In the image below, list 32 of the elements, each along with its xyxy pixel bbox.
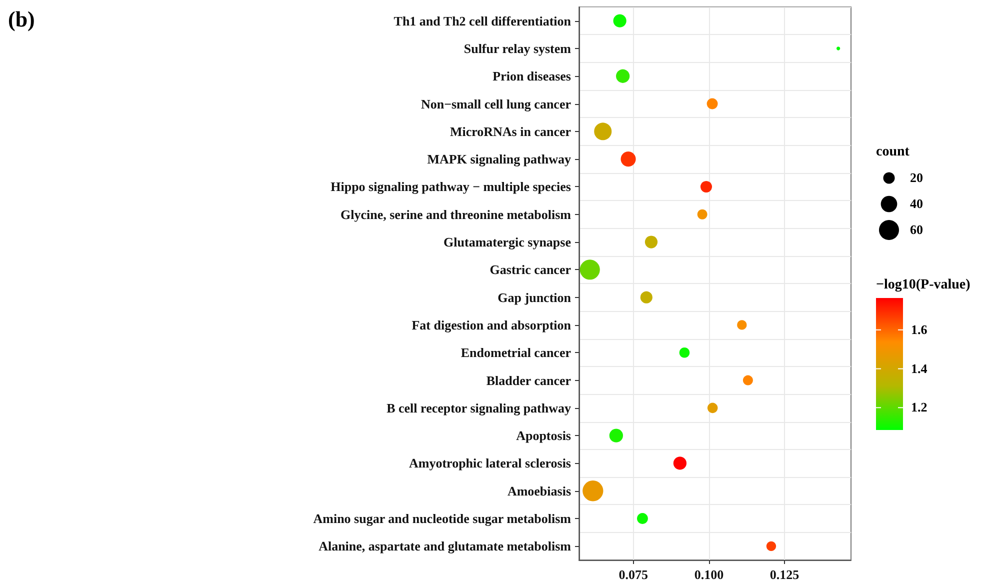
y-tick-label: Prion diseases: [492, 68, 571, 84]
x-tick-label: 0.125: [770, 567, 800, 582]
y-tick-label: Amino sugar and nucleotide sugar metabolism: [313, 511, 572, 526]
y-tick-label: B cell receptor signaling pathway: [386, 400, 572, 416]
y-tick-label: Gastric cancer: [490, 262, 572, 278]
y-tick-label: Amyotrophic lateral sclerosis: [409, 456, 571, 471]
y-tick-label: Sulfur relay system: [464, 40, 572, 56]
x-tick-label: 0.100: [694, 567, 724, 582]
y-tick-label: Glutamatergic synapse: [444, 234, 572, 250]
y-tick-label: Th1 and Th2 cell differentiation: [394, 13, 572, 28]
legend-label: 60: [910, 222, 923, 237]
y-tick-label: Gap junction: [498, 290, 572, 305]
y-tick-label: MicroRNAs in cancer: [450, 124, 572, 139]
y-tick-label: MAPK signaling pathway: [427, 152, 572, 167]
color-bar-label: 1.6: [911, 322, 928, 337]
y-tick-label: Hippo signaling pathway − multiple species: [330, 179, 571, 194]
y-tick-label: Amoebiasis: [507, 483, 571, 498]
legend-label: 40: [910, 196, 923, 211]
y-tick-label: Apoptosis: [516, 428, 571, 444]
y-tick-label: Glycine, serine and threonine metabolism: [340, 206, 572, 222]
color-bar-title: −log10(P-value): [876, 278, 971, 292]
color-bar-label: 1.4: [911, 360, 928, 376]
y-tick-label: Endometrial cancer: [460, 345, 572, 360]
legend-title: count: [876, 144, 910, 160]
y-tick-label: Non−small cell lung cancer: [420, 96, 572, 112]
y-tick-label: Bladder cancer: [486, 372, 572, 388]
text: (b): [8, 6, 35, 32]
y-tick-label: Alanine, aspartate and glutamate metabolism: [318, 538, 572, 554]
x-tick-label: 0.075: [618, 567, 649, 582]
legend-label: 20: [910, 170, 923, 185]
y-tick-label: Fat digestion and absorption: [412, 317, 572, 332]
color-bar-label: 1.2: [911, 400, 928, 415]
